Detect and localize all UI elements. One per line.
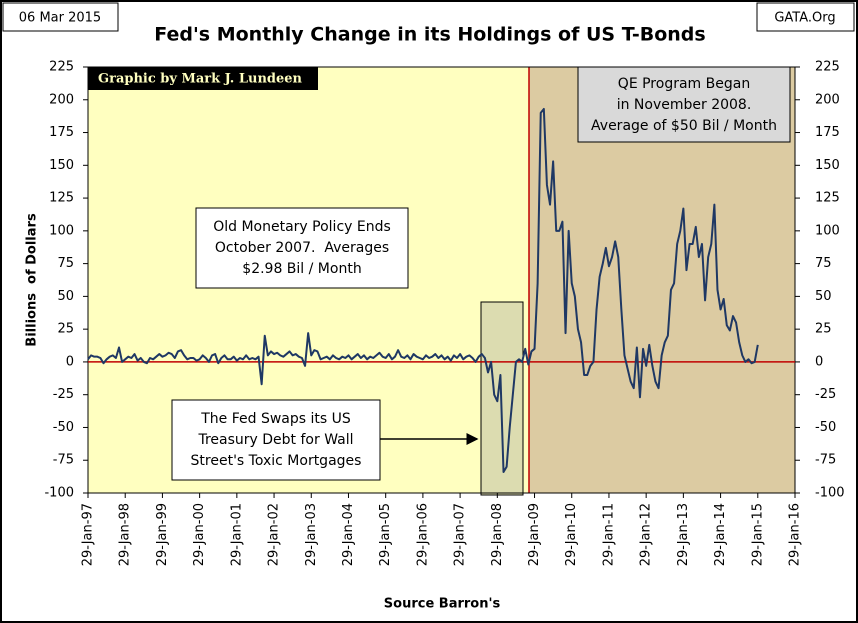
y2-tick-label: 100 bbox=[815, 223, 840, 238]
annotation-line: Treasury Debt for Wall bbox=[197, 432, 353, 448]
y-tick-label: 200 bbox=[49, 92, 74, 107]
y2-tick-label: -50 bbox=[815, 420, 836, 435]
annotation-box bbox=[577, 66, 791, 143]
x-tick-label: 29-Jan-13 bbox=[676, 503, 691, 566]
x-tick-label: 29-Jan-97 bbox=[81, 503, 96, 566]
y-tick-label: -50 bbox=[53, 420, 74, 435]
x-tick-label: 29-Jan-00 bbox=[192, 503, 207, 566]
y2-tick-label: -25 bbox=[815, 387, 836, 402]
y2-tick-label: 0 bbox=[815, 354, 823, 369]
annotation-line: October 2007. Averages bbox=[215, 240, 389, 256]
y-tick-label: 75 bbox=[57, 256, 74, 271]
x-tick-label: 29-Jan-15 bbox=[750, 503, 765, 566]
annotation-box bbox=[171, 399, 381, 481]
data-line bbox=[87, 107, 759, 474]
annotation-line: Old Monetary Policy Ends bbox=[213, 219, 391, 235]
y2-tick-label: -75 bbox=[815, 453, 836, 468]
x-tick-label: 29-Jan-98 bbox=[118, 503, 133, 566]
x-tick-label: 29-Jan-14 bbox=[713, 503, 728, 566]
y-tick-label: 150 bbox=[49, 158, 74, 173]
y2-tick-label: 75 bbox=[815, 256, 832, 271]
x-tick-label: 29-Jan-02 bbox=[267, 503, 282, 566]
annotation-box bbox=[195, 207, 409, 289]
y2-tick-label: -100 bbox=[815, 486, 845, 501]
y2-tick-label: 175 bbox=[815, 125, 840, 140]
y-tick-label: -25 bbox=[53, 387, 74, 402]
y-tick-label: 125 bbox=[49, 191, 74, 206]
annotation-line: Street's Toxic Mortgages bbox=[191, 453, 362, 469]
y2-tick-label: 150 bbox=[815, 158, 840, 173]
y-tick-label: -75 bbox=[53, 453, 74, 468]
y-tick-label: 100 bbox=[49, 223, 74, 238]
annotation-line: $2.98 Bil / Month bbox=[242, 261, 361, 277]
credit-box bbox=[88, 67, 318, 90]
credit: Graphic by Mark J. Lundeen bbox=[98, 72, 303, 87]
x-tick-label: 29-Jan-99 bbox=[155, 503, 170, 566]
y2-tick-label: 225 bbox=[815, 60, 840, 75]
y2-tick-label: 125 bbox=[815, 191, 840, 206]
x-tick-label: 29-Jan-08 bbox=[490, 503, 505, 566]
plot-frame bbox=[87, 66, 796, 494]
x-tick-label: 29-Jan-09 bbox=[527, 503, 542, 566]
y-tick-label: 50 bbox=[57, 289, 74, 304]
site-box bbox=[756, 2, 855, 32]
x-tick-label: 29-Jan-03 bbox=[304, 503, 319, 566]
source-site: GATA.Org bbox=[774, 11, 835, 26]
y-axis-title: Billions of Dollars bbox=[25, 213, 40, 347]
y2-tick-label: 25 bbox=[815, 322, 832, 337]
x-tick-label: 29-Jan-07 bbox=[453, 503, 468, 566]
y2-tick-label: 50 bbox=[815, 289, 832, 304]
date-stamp: 06 Mar 2015 bbox=[19, 11, 101, 26]
chart-title: Fed's Monthly Change in its Holdings of … bbox=[154, 24, 705, 46]
x-tick-label: 29-Jan-05 bbox=[378, 503, 393, 566]
x-tick-label: 29-Jan-16 bbox=[788, 503, 803, 566]
annotation-line: Average of $50 Bil / Month bbox=[591, 118, 777, 134]
y-tick-label: 225 bbox=[49, 60, 74, 75]
y-tick-label: -100 bbox=[44, 486, 74, 501]
x-axis-title: Source Barron's bbox=[384, 597, 501, 612]
annotation-line: The Fed Swaps its US bbox=[200, 411, 351, 427]
x-tick-label: 29-Jan-06 bbox=[415, 503, 430, 566]
x-tick-label: 29-Jan-11 bbox=[601, 503, 616, 566]
x-tick-label: 29-Jan-04 bbox=[341, 503, 356, 566]
annotation-line: in November 2008. bbox=[617, 97, 752, 113]
annotation-line: QE Program Began bbox=[618, 76, 750, 92]
y2-tick-label: 200 bbox=[815, 92, 840, 107]
y-tick-label: 25 bbox=[57, 322, 74, 337]
x-tick-label: 29-Jan-01 bbox=[229, 503, 244, 566]
y-tick-label: 175 bbox=[49, 125, 74, 140]
x-tick-label: 29-Jan-10 bbox=[564, 503, 579, 566]
date-box bbox=[2, 2, 119, 32]
x-tick-label: 29-Jan-12 bbox=[639, 503, 654, 566]
y-tick-label: 0 bbox=[66, 354, 74, 369]
